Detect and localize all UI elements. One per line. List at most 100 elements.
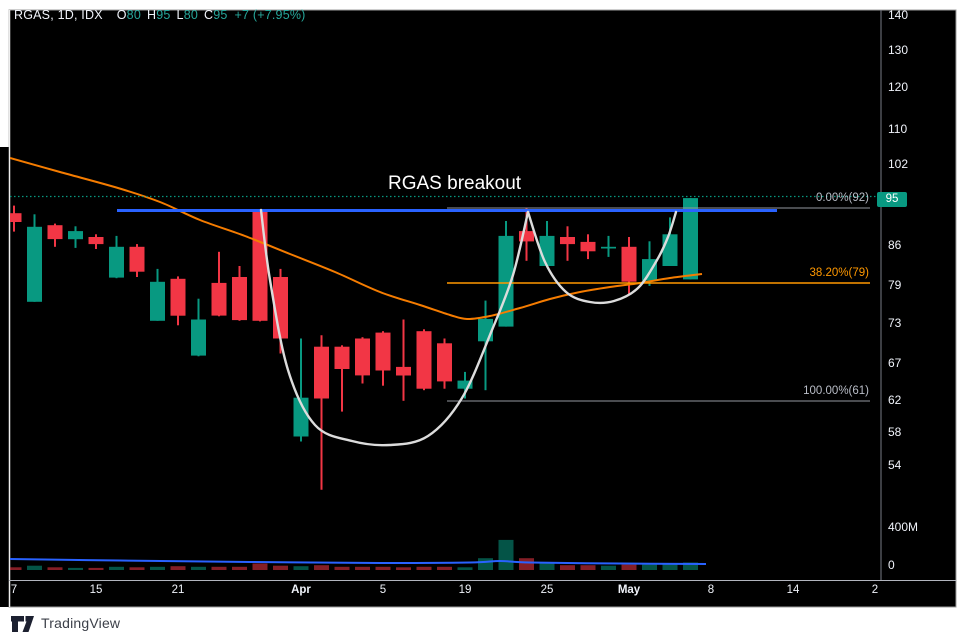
candle-body [232,277,247,321]
volume-bar [211,566,227,570]
ohlc-close-value: 95 [213,8,228,22]
volume-bar [232,566,247,570]
volume-bar [539,563,555,570]
candle-body [580,241,596,252]
handle-drawing[interactable] [526,210,678,305]
time-tick-label: 7 [10,584,18,596]
price-tick-label: 79 [888,278,902,293]
ohlc-open-label: O [116,8,127,22]
candle-body [314,346,329,399]
volume-bar [170,566,186,570]
fib-lines-layer[interactable] [447,207,870,402]
volume-bar [355,566,370,570]
price-tick-label: 102 [888,157,909,172]
fib-label: 38.20%(79) [809,267,869,279]
ohlc-open-value: 80 [126,8,141,22]
ohlc-low-value: 80 [183,8,198,22]
volume-bar [601,565,616,570]
volume-ma-line [10,558,707,565]
volume-bar [191,566,206,570]
candle-body [416,331,432,389]
candle-body [27,226,42,302]
chart-background[interactable] [8,9,957,608]
volume-bar [314,565,329,570]
price-tick-label: 140 [888,7,909,22]
candle-body [109,246,124,278]
time-tick-label: 15 [89,584,103,596]
time-tick-label: 21 [171,584,185,596]
volume-bar [396,567,411,570]
volume-bar [375,566,391,570]
price-tick-label: 120 [888,80,909,95]
volume-bar [621,564,637,570]
candle-body [293,397,309,437]
volume-bar [580,565,596,570]
tradingview-attribution[interactable]: TradingView [11,615,120,631]
time-tick-label: Apr [291,584,311,596]
candle-body [334,346,350,369]
volume-bar [642,564,657,570]
volume-bar [109,566,124,570]
price-tick-label: 86 [888,238,902,253]
tradingview-logo-icon[interactable] [11,616,34,632]
time-tick-label: 14 [786,584,800,596]
tradingview-brand-text: TradingView [41,615,121,631]
candles-layer [10,198,698,490]
cup-drawing[interactable] [259,208,530,447]
volume-tick-label: 0 [888,558,895,572]
candle-body [519,231,534,242]
ma-line[interactable] [10,157,703,321]
volume-bar [47,567,63,570]
symbol-title[interactable]: RGAS, 1D, IDX [14,8,103,22]
volume-bar [293,566,309,570]
volume-bar [88,567,104,570]
candle-body [560,237,575,245]
price-tick-label: 130 [888,42,909,57]
candle-body [662,234,678,266]
volume-bar [416,566,432,570]
volume-bar [662,564,678,570]
time-tick-label: 25 [540,584,554,596]
candle-body [355,338,370,376]
time-tick-label: 19 [458,584,472,596]
candle-body [252,210,268,321]
volume-bar [560,565,575,570]
text-annotation[interactable]: RGAS breakout [388,173,522,194]
last-price-value: 95 [885,193,899,205]
candle-body [601,246,616,249]
ohlc-low-label: L [176,8,184,22]
time-tick-label: 8 [707,584,715,596]
volume-bar [683,562,698,570]
change-value: +7 (+7.95%) [234,8,306,22]
time-tick-label: 5 [379,584,387,596]
volume-bar [129,567,145,570]
last-price-label: 95 [877,192,907,207]
candle-body [47,225,63,240]
candle-body [375,332,391,371]
volume-bar [150,566,165,570]
volume-bar [519,558,534,570]
price-tick-label: 54 [888,458,902,473]
candle-body [129,246,145,272]
volume-bar [437,566,452,570]
candle-body [211,282,227,316]
ohlc-close-label: C [204,8,214,22]
symbol-info-bar[interactable]: RGAS, 1D, IDX O80 H95 L80 C95 +7 (+7.95%) [14,8,306,22]
volume-bar [457,567,473,570]
left-gutter [0,147,9,607]
candle-body [150,281,165,321]
price-tick-label: 62 [888,393,902,408]
candle-body [88,237,104,245]
candle-body [683,198,698,280]
fib-label: 100.00%(61) [803,385,869,397]
volume-layer [10,539,698,570]
price-tick-label: 58 [888,424,902,439]
candle-body [396,366,411,376]
volume-bar [252,563,268,570]
candle-body [191,319,206,356]
volume-bar [10,567,22,570]
time-tick-label: 2 [871,584,879,596]
volume-bar [273,565,288,570]
candle-body [170,278,186,316]
